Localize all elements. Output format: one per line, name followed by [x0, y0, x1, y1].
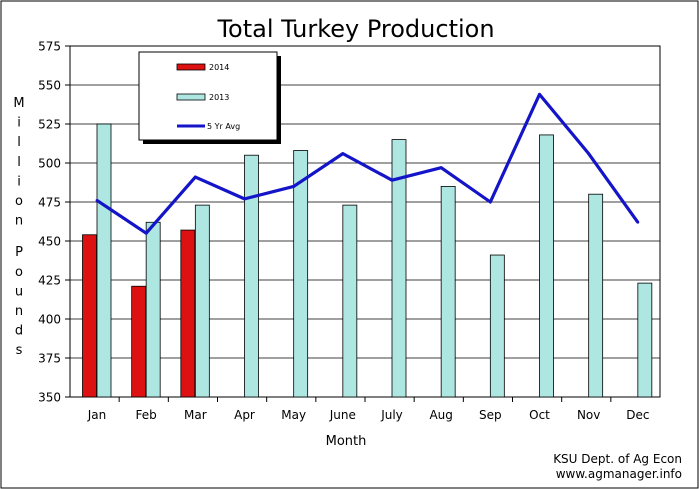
bar-2013-dec: [637, 282, 653, 398]
line-point-mar: [193, 175, 197, 179]
y-axis-label-char: n: [15, 304, 23, 319]
bar-2013-feb: [145, 221, 161, 398]
line-point-may: [292, 185, 296, 188]
legend-label-2014: 2014: [209, 63, 229, 72]
y-tick-label: 475: [38, 196, 61, 210]
x-tick-label: Feb: [136, 408, 157, 422]
credit-line-2: www.agmanager.info: [556, 467, 682, 481]
y-axis-label-char: s: [16, 343, 23, 358]
line-point-nov: [587, 152, 591, 156]
bar-2013-july: [391, 139, 407, 398]
y-axis-label-char: l: [17, 155, 21, 170]
bar-2013-sep: [489, 254, 505, 398]
line-point-oct: [538, 92, 541, 96]
legend-label-5yr-avg: 5 Yr Avg: [207, 122, 240, 131]
x-tick-label: July: [380, 408, 403, 422]
x-tick-label: Oct: [529, 408, 550, 422]
credit-line-1: KSU Dept. of Ag Econ: [553, 452, 682, 466]
x-tick-label: Apr: [234, 408, 255, 422]
legend-box: [138, 51, 278, 141]
y-tick-label: 550: [38, 79, 61, 93]
y-axis-label-char: d: [15, 324, 23, 339]
bar-2014-mar: [180, 229, 196, 398]
y-axis-label-char: o: [15, 265, 23, 280]
y-axis-label-char: l: [17, 135, 21, 150]
bar-2014-jan: [82, 234, 97, 398]
x-tick-label: May: [281, 408, 306, 422]
line-5yr-avg: [96, 92, 640, 235]
bar-2014-feb: [131, 285, 147, 398]
legend-label-2013: 2013: [209, 93, 229, 102]
legend-swatch-2014: [176, 63, 206, 71]
x-tick-label: Nov: [577, 408, 600, 422]
y-axis-label-char: n: [15, 214, 23, 229]
bar-2013-aug: [440, 185, 456, 398]
y-tick-label: 425: [38, 274, 61, 288]
line-point-july: [390, 178, 394, 182]
x-tick-label: Dec: [626, 408, 649, 422]
y-axis-label-char: o: [15, 194, 23, 209]
y-tick-label: 450: [38, 235, 61, 249]
x-tick-label: Sep: [479, 408, 502, 422]
legend-swatch-2013: [176, 93, 206, 101]
bar-2013-nov: [588, 193, 604, 398]
y-tick-label: 375: [38, 352, 61, 366]
y-tick-label: 575: [38, 40, 61, 54]
bar-2013-apr: [244, 154, 259, 398]
y-tick-label: 500: [38, 157, 61, 171]
line-point-dec: [636, 220, 640, 224]
bar-2013-may: [293, 150, 309, 398]
y-axis-label-char: P: [15, 245, 23, 260]
y-axis-label-char: i: [17, 116, 21, 131]
x-tick-label: Aug: [429, 408, 452, 422]
y-axis-label-char: M: [13, 96, 24, 111]
bar-2013-jan: [96, 123, 112, 398]
bars: [82, 123, 653, 398]
x-axis-ticks: Jan Feb Mar Apr May June July Aug Sep Oct Nov Dec: [87, 397, 649, 422]
five-year-average-line: [95, 92, 640, 235]
x-axis-label: Month: [326, 434, 367, 449]
y-axis-label-char: u: [15, 284, 23, 299]
line-point-aug: [439, 166, 443, 170]
x-tick-label: Mar: [184, 408, 207, 422]
line-point-jan: [95, 199, 99, 202]
line-point-sep: [488, 200, 492, 204]
line-point-apr: [243, 197, 246, 201]
gridlines: [70, 84, 660, 359]
line-point-june: [341, 152, 345, 156]
y-tick-label: 525: [38, 118, 61, 132]
y-tick-label: 350: [38, 391, 61, 405]
legend: 2014 2013 5 Yr Avg: [138, 51, 281, 144]
x-tick-label: June: [329, 408, 356, 422]
y-axis-label-char: i: [17, 174, 21, 189]
bar-2013-mar: [194, 204, 210, 398]
bar-2013-june: [342, 204, 358, 398]
y-axis-ticks: 350 375 400 425 450 475 500 525 550 575: [38, 40, 70, 405]
x-tick-label: Jan: [87, 408, 107, 422]
line-point-feb: [144, 231, 148, 235]
y-tick-label: 400: [38, 313, 61, 327]
bar-2013-oct: [539, 134, 554, 398]
chart-title: Total Turkey Production: [216, 15, 494, 43]
